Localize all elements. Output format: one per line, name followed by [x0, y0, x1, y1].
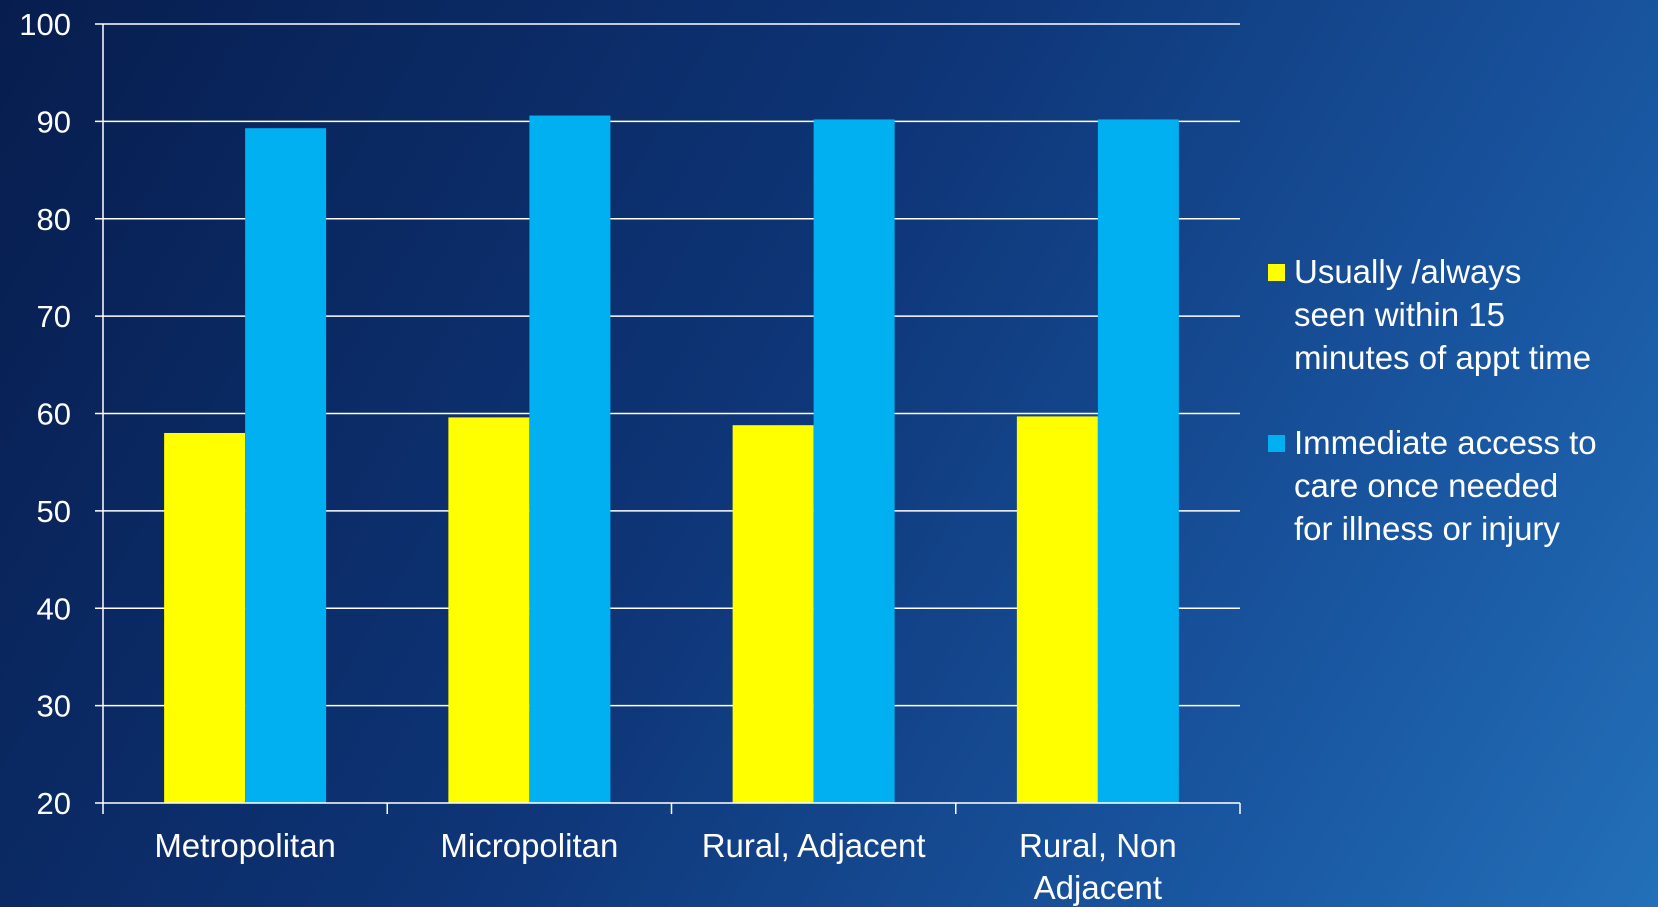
legend-line: seen within 15 [1294, 296, 1505, 333]
axes [95, 23, 1241, 814]
y-tick-label: 60 [37, 397, 71, 432]
legend-line: care once needed [1294, 467, 1559, 504]
chart-legend: Usually /always seen within 15 minutes o… [1268, 250, 1648, 592]
bar-immediate-access [1097, 119, 1179, 804]
x-category-label: Metropolitan [154, 827, 336, 864]
bar-seen-within-15 [732, 425, 814, 803]
legend-line: for illness or injury [1294, 510, 1560, 547]
x-category-label: Micropolitan [440, 827, 618, 864]
x-category-label: Adjacent [1034, 869, 1162, 906]
y-tick-label: 40 [37, 591, 71, 626]
bar-immediate-access [245, 128, 327, 803]
legend-swatch-yellow [1268, 264, 1285, 281]
y-tick-label: 80 [37, 202, 71, 237]
legend-line: Immediate access to [1294, 424, 1597, 461]
legend-label-series-1: Usually /always seen within 15 minutes o… [1294, 250, 1644, 379]
legend-line: Usually /always [1294, 253, 1522, 290]
legend-item-series-2: Immediate access to care once needed for… [1268, 421, 1648, 550]
y-tick-label: 100 [19, 7, 71, 42]
y-tick-label: 30 [37, 689, 71, 724]
bar-seen-within-15 [1016, 416, 1098, 803]
legend-line: minutes of appt time [1294, 339, 1592, 376]
y-tick-label: 90 [37, 104, 71, 139]
y-tick-label: 70 [37, 299, 71, 334]
y-tick-label: 20 [37, 786, 71, 821]
y-tick-label: 50 [37, 494, 71, 529]
x-category-label: Rural, Adjacent [702, 827, 926, 864]
legend-label-series-2: Immediate access to care once needed for… [1294, 421, 1644, 550]
legend-item-series-1: Usually /always seen within 15 minutes o… [1268, 250, 1648, 379]
x-category-label: Rural, Non [1019, 827, 1177, 864]
bar-immediate-access [813, 119, 895, 804]
axis-labels: 20 30 40 50 60 70 80 90 100 Metropolitan Micropoli… [19, 7, 1176, 906]
legend-swatch-blue [1268, 435, 1285, 452]
bar-immediate-access [529, 115, 611, 804]
bars [164, 115, 1179, 804]
bar-chart: 20 30 40 50 60 70 80 90 100 Metropolitan Micropoli… [19, 7, 1241, 906]
bar-seen-within-15 [448, 417, 530, 803]
bar-seen-within-15 [164, 432, 246, 803]
